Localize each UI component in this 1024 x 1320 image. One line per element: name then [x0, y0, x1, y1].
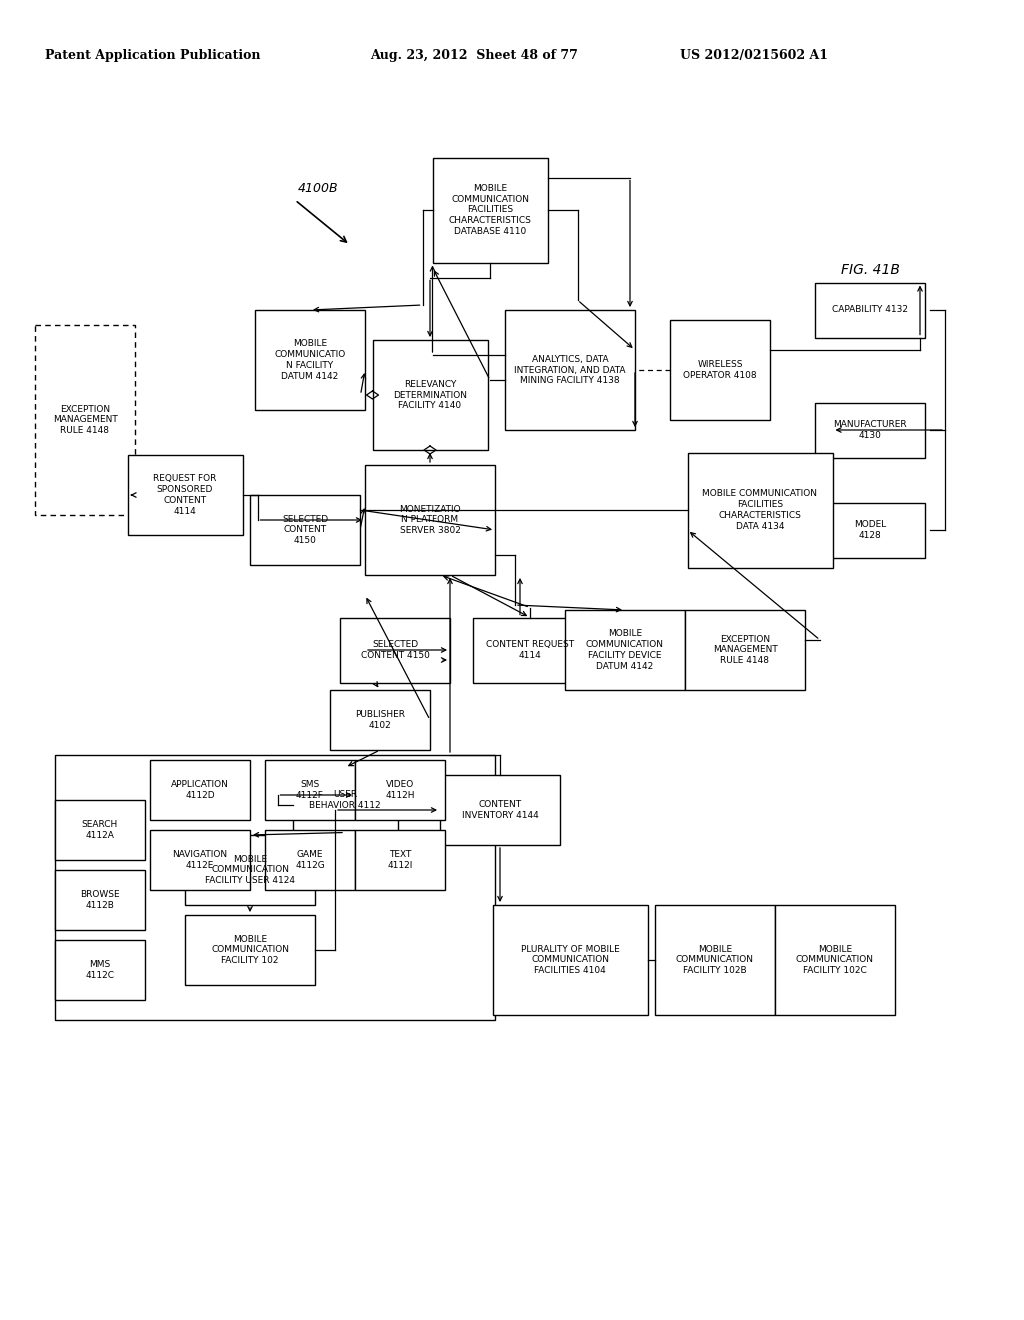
Text: Aug. 23, 2012  Sheet 48 of 77: Aug. 23, 2012 Sheet 48 of 77	[370, 49, 578, 62]
Text: MODEL
4128: MODEL 4128	[854, 520, 886, 540]
Bar	[255, 310, 365, 411]
Bar	[505, 310, 635, 430]
Text: MOBILE
COMMUNICATION
FACILITY DEVICE
DATUM 4142: MOBILE COMMUNICATION FACILITY DEVICE DAT…	[586, 630, 664, 671]
Bar	[185, 915, 315, 985]
Bar	[472, 618, 588, 682]
Text: CONTENT
INVENTORY 4144: CONTENT INVENTORY 4144	[462, 800, 539, 820]
Text: PLURALITY OF MOBILE
COMMUNICATION
FACILITIES 4104: PLURALITY OF MOBILE COMMUNICATION FACILI…	[520, 945, 620, 975]
Bar	[687, 453, 833, 568]
Text: FIG. 41B: FIG. 41B	[841, 263, 899, 277]
Bar	[775, 906, 895, 1015]
Text: CONTENT REQUEST
4114: CONTENT REQUEST 4114	[486, 640, 574, 660]
Text: MOBILE COMMUNICATION
FACILITIES
CHARACTERISTICS
DATA 4134: MOBILE COMMUNICATION FACILITIES CHARACTE…	[702, 490, 817, 531]
Bar	[655, 906, 775, 1015]
Bar	[55, 870, 145, 931]
Text: MANUFACTURER
4130: MANUFACTURER 4130	[834, 420, 907, 440]
Text: WIRELESS
OPERATOR 4108: WIRELESS OPERATOR 4108	[683, 360, 757, 380]
Text: RELEVANCY
DETERMINATION
FACILITY 4140: RELEVANCY DETERMINATION FACILITY 4140	[393, 380, 467, 411]
Bar	[373, 341, 487, 450]
Text: MOBILE
COMMUNICATION
FACILITIES
CHARACTERISTICS
DATABASE 4110: MOBILE COMMUNICATION FACILITIES CHARACTE…	[449, 183, 531, 236]
Text: SELECTED
CONTENT 4150: SELECTED CONTENT 4150	[360, 640, 429, 660]
Bar	[355, 760, 445, 820]
Text: US 2012/0215602 A1: US 2012/0215602 A1	[680, 49, 828, 62]
Bar	[565, 610, 685, 690]
Text: MMS
4112C: MMS 4112C	[85, 960, 115, 979]
Text: Patent Application Publication: Patent Application Publication	[45, 49, 260, 62]
Text: NAVIGATION
4112E: NAVIGATION 4112E	[172, 850, 227, 870]
Bar	[440, 775, 560, 845]
Text: MONETIZATIO
N PLATFORM
SERVER 3802: MONETIZATIO N PLATFORM SERVER 3802	[399, 504, 461, 535]
Bar	[815, 503, 925, 557]
Text: TEXT
4112I: TEXT 4112I	[387, 850, 413, 870]
Bar	[355, 830, 445, 890]
Bar	[128, 455, 243, 535]
Text: MOBILE
COMMUNICATION
FACILITY USER 4124: MOBILE COMMUNICATION FACILITY USER 4124	[205, 855, 295, 886]
Bar	[815, 282, 925, 338]
Bar	[265, 830, 355, 890]
Bar	[185, 836, 315, 906]
Bar	[340, 618, 450, 682]
Text: REQUEST FOR
SPONSORED
CONTENT
4114: REQUEST FOR SPONSORED CONTENT 4114	[154, 474, 217, 516]
Bar	[293, 767, 397, 833]
Text: USER
BEHAVIOR 4112: USER BEHAVIOR 4112	[309, 791, 381, 810]
Bar	[432, 157, 548, 263]
Text: EXCEPTION
MANAGEMENT
RULE 4148: EXCEPTION MANAGEMENT RULE 4148	[713, 635, 777, 665]
Text: CAPABILITY 4132: CAPABILITY 4132	[831, 305, 908, 314]
Text: VIDEO
4112H: VIDEO 4112H	[385, 780, 415, 800]
Text: MOBILE
COMMUNICATIO
N FACILITY
DATUM 4142: MOBILE COMMUNICATIO N FACILITY DATUM 414…	[274, 339, 346, 380]
Text: PUBLISHER
4102: PUBLISHER 4102	[355, 710, 406, 730]
Bar	[365, 465, 495, 576]
Bar	[150, 830, 250, 890]
Text: MOBILE
COMMUNICATION
FACILITY 102B: MOBILE COMMUNICATION FACILITY 102B	[676, 945, 754, 975]
Text: SEARCH
4112A: SEARCH 4112A	[82, 820, 118, 840]
Text: APPLICATION
4112D: APPLICATION 4112D	[171, 780, 229, 800]
Bar	[265, 760, 355, 820]
Bar	[250, 495, 360, 565]
Bar	[815, 403, 925, 458]
Text: 4100B: 4100B	[298, 182, 339, 195]
Bar	[330, 690, 430, 750]
Text: SELECTED
CONTENT
4150: SELECTED CONTENT 4150	[282, 515, 328, 545]
Bar	[493, 906, 647, 1015]
Bar	[55, 940, 145, 1001]
Text: ANALYTICS, DATA
INTEGRATION, AND DATA
MINING FACILITY 4138: ANALYTICS, DATA INTEGRATION, AND DATA MI…	[514, 355, 626, 385]
Bar	[35, 325, 135, 515]
Text: EXCEPTION
MANAGEMENT
RULE 4148: EXCEPTION MANAGEMENT RULE 4148	[52, 405, 118, 436]
Text: SMS
4112F: SMS 4112F	[296, 780, 324, 800]
Bar	[670, 319, 770, 420]
Text: GAME
4112G: GAME 4112G	[295, 850, 325, 870]
Bar	[55, 800, 145, 861]
Text: MOBILE
COMMUNICATION
FACILITY 102C: MOBILE COMMUNICATION FACILITY 102C	[796, 945, 874, 975]
Bar	[685, 610, 805, 690]
Bar	[150, 760, 250, 820]
Text: MOBILE
COMMUNICATION
FACILITY 102: MOBILE COMMUNICATION FACILITY 102	[211, 935, 289, 965]
Bar	[55, 755, 495, 1020]
Text: BROWSE
4112B: BROWSE 4112B	[80, 890, 120, 909]
